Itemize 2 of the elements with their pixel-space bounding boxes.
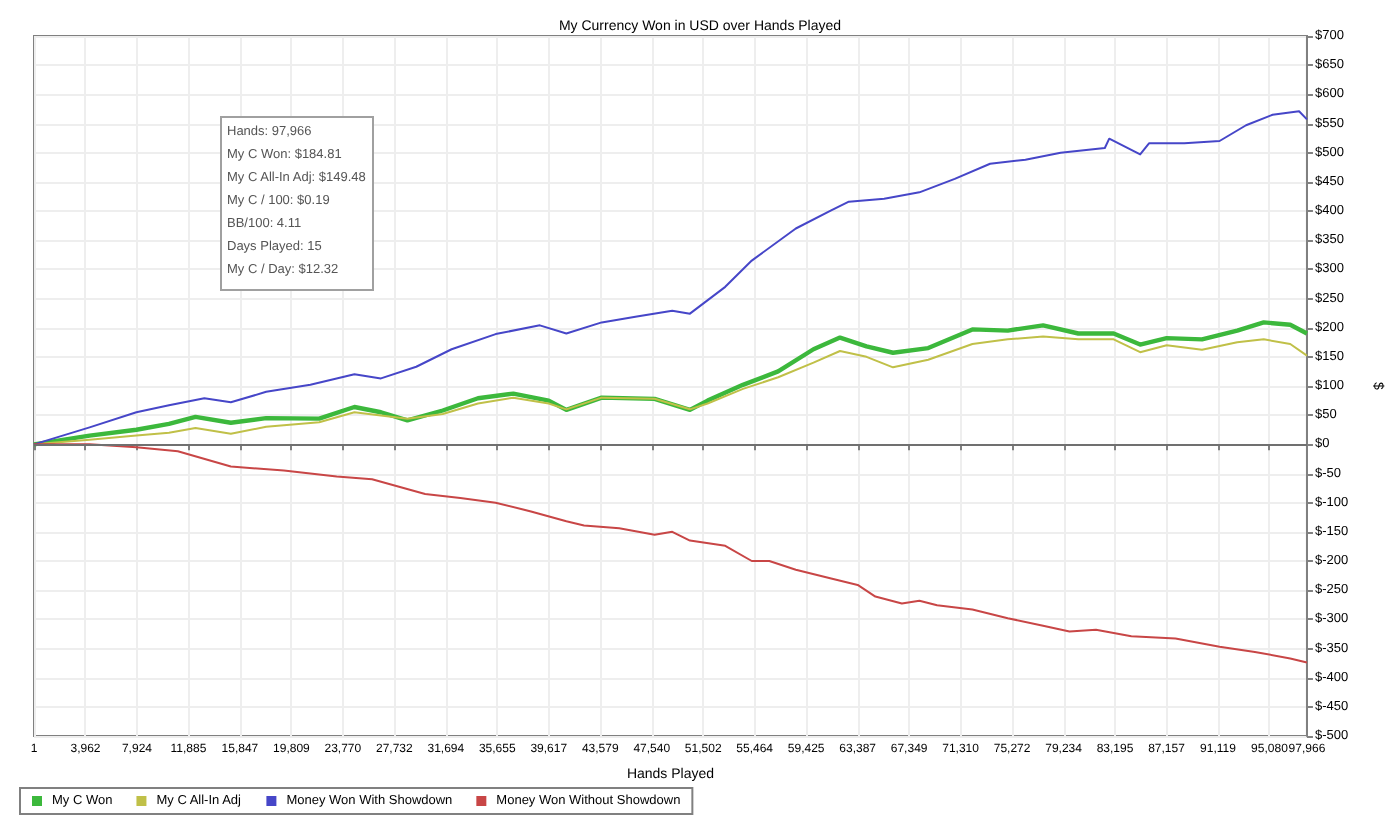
line-series <box>33 443 1308 664</box>
line-series <box>33 110 1308 446</box>
